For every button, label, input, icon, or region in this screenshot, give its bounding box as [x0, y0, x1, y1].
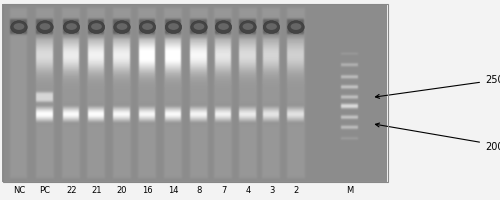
Text: 14: 14: [168, 185, 179, 194]
Ellipse shape: [91, 24, 102, 31]
Text: 250bp: 250bp: [376, 75, 500, 99]
Ellipse shape: [168, 24, 179, 31]
Ellipse shape: [116, 24, 128, 31]
Ellipse shape: [190, 22, 208, 34]
Ellipse shape: [66, 24, 77, 31]
Text: PC: PC: [40, 185, 50, 194]
Ellipse shape: [88, 22, 105, 34]
Ellipse shape: [40, 24, 50, 31]
Ellipse shape: [240, 22, 256, 34]
Text: M: M: [346, 185, 354, 194]
Ellipse shape: [165, 22, 182, 34]
Ellipse shape: [142, 24, 153, 31]
Text: 7: 7: [221, 185, 226, 194]
Bar: [2, 5, 388, 182]
Ellipse shape: [242, 24, 254, 31]
Text: 20: 20: [117, 185, 127, 194]
Text: 2: 2: [294, 185, 298, 194]
Ellipse shape: [288, 22, 304, 34]
Text: 16: 16: [142, 185, 153, 194]
Text: 200bp: 200bp: [376, 123, 500, 151]
Text: 4: 4: [246, 185, 250, 194]
Ellipse shape: [14, 24, 24, 31]
Text: NC: NC: [13, 185, 25, 194]
Ellipse shape: [63, 22, 80, 34]
Ellipse shape: [139, 22, 156, 34]
Text: 8: 8: [196, 185, 202, 194]
Ellipse shape: [290, 24, 302, 31]
Ellipse shape: [218, 24, 229, 31]
Ellipse shape: [266, 24, 277, 31]
Ellipse shape: [215, 22, 232, 34]
Ellipse shape: [263, 22, 280, 34]
Ellipse shape: [10, 22, 28, 34]
Ellipse shape: [114, 22, 130, 34]
Ellipse shape: [36, 22, 54, 34]
Text: 3: 3: [269, 185, 274, 194]
Text: 22: 22: [66, 185, 77, 194]
Text: 21: 21: [91, 185, 102, 194]
Ellipse shape: [194, 24, 204, 31]
